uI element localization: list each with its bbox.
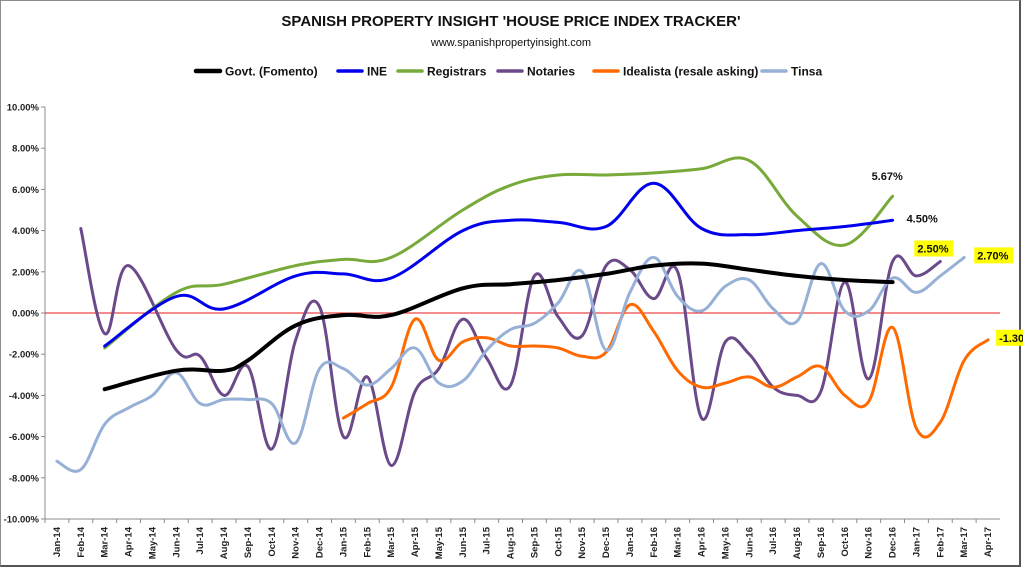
x-tick-label: Jul-16 (768, 527, 779, 554)
x-tick-label: Oct-14 (267, 526, 278, 556)
data-label-text: -1.30% (999, 333, 1023, 345)
x-tick-label: Oct-16 (840, 527, 851, 557)
data-label-highlight (996, 329, 1023, 346)
data-label-text: 2.50% (917, 244, 948, 256)
x-tick-label: Sep-16 (816, 527, 827, 558)
x-tick-label: Aug-16 (792, 527, 803, 559)
x-tick-label: Jun-14 (171, 526, 182, 557)
x-tick-label: Dec-16 (888, 527, 899, 558)
series-line-registrars (103, 156, 895, 350)
x-tick-label: Aug-14 (219, 526, 230, 559)
x-tick-label: Mar-17 (959, 527, 970, 558)
x-tick-label: Jun-15 (458, 526, 469, 557)
data-label-text: 4.50% (907, 213, 938, 225)
series-line-govt-fomento (102, 261, 895, 392)
data-label-ine: 4.50% (907, 213, 938, 225)
data-label-tinsa: 2.70% (974, 247, 1014, 264)
x-tick-label: Sep-15 (529, 526, 540, 558)
legend-label-ine: INE (367, 65, 387, 79)
chart-axes: -10.00% -8.00% -6.00% -4.00% -2.00% 0.00% 2.00… (4, 103, 1000, 559)
series-line-tinsa (55, 255, 966, 473)
x-tick-label: Sep-14 (243, 526, 254, 558)
y-tick-label: -2.00% (9, 350, 40, 361)
y-tick-label: -10.00% (4, 515, 40, 526)
y-tick-label: -4.00% (9, 391, 40, 402)
x-tick-label: Nov-14 (291, 526, 302, 558)
x-tick-label: Feb-17 (935, 527, 946, 558)
y-tick-label: 4.00% (12, 226, 39, 237)
x-tick-label: Apr-17 (983, 527, 994, 557)
chart-data-labels: 5.67% 4.50% 2.50% 2.70% -1.30% (872, 171, 1023, 346)
series-line-idealista-resale-asking (341, 302, 990, 439)
chart-title: SPANISH PROPERTY INSIGHT 'HOUSE PRICE IN… (281, 13, 740, 30)
data-label-notaries: 2.50% (914, 240, 954, 257)
x-tick-label: Jan-15 (338, 526, 349, 557)
x-tick-label: May-15 (434, 526, 445, 559)
series-line-ine (103, 181, 895, 348)
legend-label-idealista-resale-asking: Idealista (resale asking) (623, 65, 758, 79)
legend-label-notaries: Notaries (527, 65, 575, 79)
x-tick-label: Jan-17 (911, 527, 922, 557)
x-tick-label: Jul-14 (195, 526, 206, 554)
y-tick-label: -6.00% (9, 432, 40, 443)
y-tick-label: 6.00% (12, 185, 39, 196)
x-tick-label: Jan-16 (625, 527, 636, 557)
x-tick-label: Mar-14 (100, 526, 111, 557)
x-tick-label: Apr-14 (124, 526, 135, 557)
data-label-idealista-resale-asking: -1.30% (996, 329, 1023, 346)
x-tick-label: Mar-15 (386, 526, 397, 557)
chart-series (55, 156, 990, 473)
x-tick-label: May-16 (720, 527, 731, 559)
x-tick-label: Feb-16 (649, 527, 660, 558)
x-tick-label: Nov-16 (864, 527, 875, 559)
x-tick-label: Dec-15 (601, 526, 612, 558)
y-tick-label: 0.00% (12, 309, 39, 320)
y-tick-label: 10.00% (7, 103, 40, 114)
data-label-text: 2.70% (977, 250, 1008, 262)
y-tick-label: 8.00% (12, 144, 39, 155)
x-tick-label: Mar-16 (673, 527, 684, 558)
x-tick-label: Oct-15 (553, 526, 564, 556)
x-tick-label: May-14 (147, 526, 158, 559)
data-label-highlight (914, 240, 954, 257)
x-tick-label: Jun-16 (744, 527, 755, 558)
chart-subtitle: www.spanishpropertyinsight.com (430, 37, 591, 49)
legend-label-tinsa: Tinsa (791, 65, 822, 79)
y-tick-label: -8.00% (9, 473, 40, 484)
y-tick-label: 2.00% (12, 267, 39, 278)
x-tick-label: Jul-15 (482, 526, 493, 554)
data-label-highlight (974, 247, 1014, 264)
x-tick-label: Feb-14 (76, 526, 87, 557)
legend-label-registrars: Registrars (427, 65, 487, 79)
data-label-registrars: 5.67% (872, 171, 903, 183)
x-tick-label: Apr-16 (697, 527, 708, 557)
legend-label-govt-fomento: Govt. (Fomento) (225, 65, 318, 79)
x-tick-label: Nov-15 (577, 526, 588, 558)
series-line-notaries (79, 227, 942, 467)
data-label-text: 5.67% (872, 171, 903, 183)
x-tick-label: Jan-14 (52, 526, 63, 557)
x-tick-label: Aug-15 (506, 526, 517, 559)
x-tick-label: Feb-15 (362, 526, 373, 557)
chart-legend: Govt. (Fomento) INE Registrars Notaries Idea… (193, 65, 822, 79)
x-tick-label: Dec-14 (315, 526, 326, 558)
x-tick-label: Apr-15 (410, 526, 421, 557)
